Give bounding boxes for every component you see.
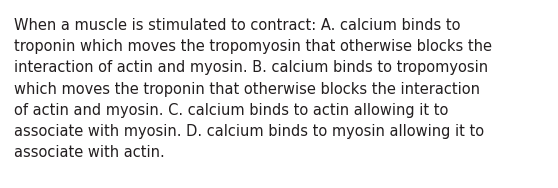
Text: When a muscle is stimulated to contract: A. calcium binds to
troponin which move: When a muscle is stimulated to contract:…	[14, 18, 492, 160]
